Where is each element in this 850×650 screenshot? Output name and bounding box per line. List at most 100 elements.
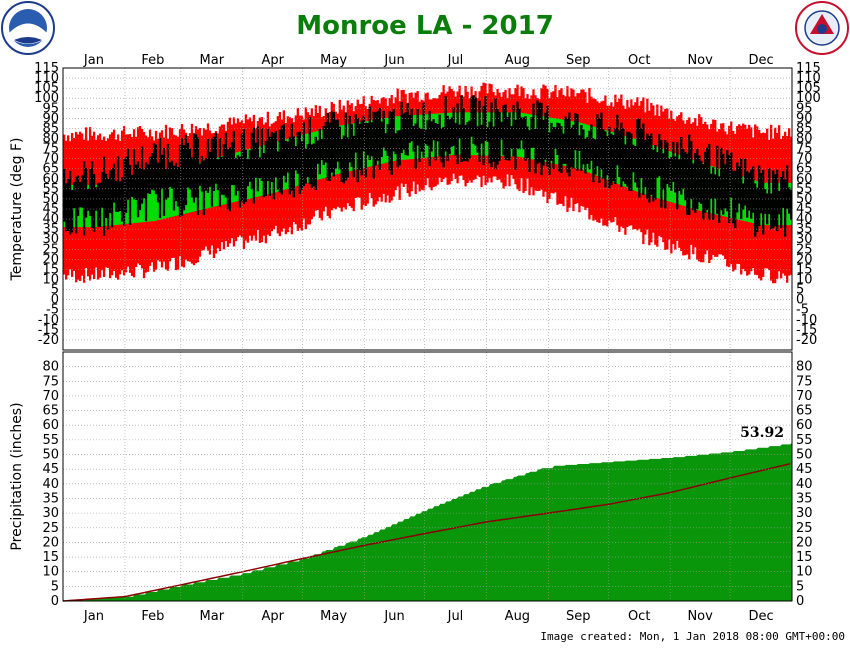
actual-range-bar (618, 130, 621, 178)
actual-range-bar (88, 168, 92, 216)
actual-range-bar (730, 152, 733, 198)
actual-range-series (63, 95, 793, 237)
month-label-top: Jul (447, 53, 464, 68)
actual-range-bar (168, 162, 172, 187)
temperature-tick-label-right: 25 (796, 242, 813, 257)
temperature-tick-label-left: 45 (42, 202, 59, 217)
precip-tick-label-left: 55 (42, 433, 59, 448)
precip-tick-label-right: 30 (796, 506, 813, 521)
actual-range-bar (626, 131, 629, 187)
actual-range-bar (424, 129, 427, 145)
temperature-tick-label-left: 110 (34, 71, 59, 86)
actual-range-bar (320, 139, 323, 161)
month-label-top: Feb (141, 53, 164, 68)
actual-range-bar (364, 122, 367, 178)
normal-range-bar (154, 176, 158, 221)
month-label-bottom: Dec (748, 609, 773, 624)
actual-range-bar (636, 119, 639, 188)
actual-range-bar (378, 107, 381, 170)
actual-range-bar (734, 170, 737, 229)
precip-tick-label-right: 80 (796, 360, 813, 375)
actual-range-bar (180, 138, 184, 216)
actual-range-bar (442, 126, 445, 168)
actual-range-bar (84, 167, 88, 218)
actual-range-bar (544, 112, 547, 160)
actual-range-bar (290, 123, 293, 191)
actual-range-bar (774, 174, 777, 227)
actual-range-bar (380, 121, 383, 157)
month-label-top: Jun (383, 53, 404, 68)
actual-range-bar (788, 187, 791, 214)
actual-range-bar (64, 183, 68, 232)
actual-range-bar (166, 143, 170, 198)
normal-range-bar (198, 162, 202, 211)
temperature-tick-label-left: 105 (34, 81, 59, 96)
precip-tick-label-left: 30 (42, 506, 59, 521)
actual-range-bar (458, 124, 461, 139)
month-label-bottom: Feb (141, 609, 164, 624)
temperature-frame (62, 67, 793, 351)
actual-range-bar (68, 170, 72, 235)
actual-range-bar (522, 117, 525, 150)
temperature-grid (63, 67, 792, 350)
actual-range-bar (454, 122, 457, 156)
actual-range-bar (430, 121, 433, 152)
actual-range-bar (530, 117, 533, 148)
temperature-tick-label-right: 35 (796, 222, 813, 237)
actual-range-bar (658, 133, 661, 177)
actual-range-bar (76, 175, 80, 216)
actual-range-bar (600, 112, 603, 170)
actual-range-bar (686, 153, 689, 215)
actual-range-bar (786, 165, 789, 209)
actual-range-bar (682, 149, 685, 189)
month-label-top: Dec (748, 53, 773, 68)
actual-range-bar (322, 126, 325, 166)
temperature-tick-label-left: 50 (42, 192, 59, 207)
actual-range-bar (628, 131, 631, 191)
actual-range-bar (70, 190, 74, 233)
actual-range-bar (348, 115, 351, 163)
actual-range-bar (612, 135, 615, 182)
actual-range-bar (292, 136, 295, 198)
actual-range-bar (640, 128, 643, 179)
temperature-tick-label-right: 80 (796, 132, 813, 147)
actual-range-bar (500, 121, 503, 140)
temperature-tick-label-right: 20 (796, 252, 813, 267)
actual-range-bar (196, 137, 200, 216)
actual-range-bar (468, 120, 471, 159)
actual-range-bar (108, 170, 112, 213)
actual-range-bar (246, 158, 250, 187)
month-label-bottom: Jun (383, 609, 404, 624)
actual-range-bar (498, 111, 501, 161)
actual-range-bar (646, 133, 649, 199)
actual-range-bar (140, 146, 144, 204)
actual-range-bar (386, 124, 389, 156)
actual-range-bar (74, 176, 78, 234)
actual-range-bar (306, 144, 309, 178)
actual-range-bar (554, 127, 557, 149)
actual-range-bar (782, 171, 785, 208)
precip-tick-label-left: 35 (42, 491, 59, 506)
actual-range-bar (264, 140, 268, 197)
temperature-tick-label-right: 65 (796, 162, 813, 177)
normal-range-bar (168, 171, 172, 218)
actual-range-bar (510, 126, 513, 149)
actual-range-bar (594, 139, 597, 175)
month-label-bottom: May (320, 609, 347, 624)
month-label-bottom: Apr (261, 609, 284, 624)
actual-range-bar (606, 136, 609, 176)
actual-range-bar (696, 148, 699, 210)
precip-tick-label-right: 65 (796, 404, 813, 419)
actual-range-bar (318, 128, 321, 175)
actual-range-bar (520, 117, 523, 141)
actual-range-bar (150, 152, 154, 190)
normal-range-bar (160, 174, 164, 220)
actual-range-bar (726, 150, 729, 212)
actual-range-bar (778, 190, 781, 215)
actual-range-bar (242, 129, 246, 205)
actual-range-bar (82, 161, 86, 236)
actual-range-bar (476, 126, 479, 153)
actual-range-bar (340, 139, 343, 182)
actual-range-bar (398, 130, 401, 166)
actual-range-bar (562, 133, 565, 164)
